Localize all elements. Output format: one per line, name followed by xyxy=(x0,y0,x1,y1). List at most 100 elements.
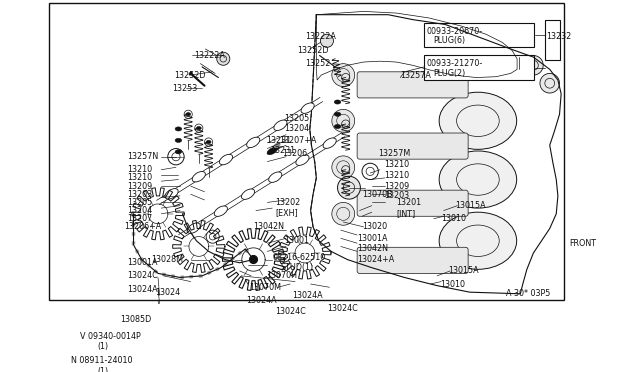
Text: 13204: 13204 xyxy=(127,206,152,215)
Text: 13206: 13206 xyxy=(282,149,307,158)
Text: 00933-21270-: 00933-21270- xyxy=(426,59,483,68)
Text: PLUG(6): PLUG(6) xyxy=(433,36,465,45)
Text: N 08911-24010: N 08911-24010 xyxy=(72,356,133,365)
Text: 13042N: 13042N xyxy=(357,244,388,253)
Circle shape xyxy=(321,34,333,47)
Text: 13024C: 13024C xyxy=(127,271,157,280)
Ellipse shape xyxy=(192,171,205,182)
Text: 13203: 13203 xyxy=(127,190,152,199)
Text: 13207: 13207 xyxy=(127,214,152,223)
Text: [EXH]: [EXH] xyxy=(275,208,298,217)
Bar xyxy=(424,23,534,47)
Text: 13015A: 13015A xyxy=(449,266,479,275)
Ellipse shape xyxy=(246,137,260,148)
Ellipse shape xyxy=(241,189,255,199)
Text: FRONT: FRONT xyxy=(570,239,596,248)
Circle shape xyxy=(332,202,355,225)
Ellipse shape xyxy=(334,100,341,104)
Text: 13252D: 13252D xyxy=(297,46,328,55)
FancyBboxPatch shape xyxy=(357,247,468,273)
Text: 13210: 13210 xyxy=(127,173,152,182)
Text: 13209: 13209 xyxy=(127,182,152,190)
Bar xyxy=(424,55,534,80)
Text: 13085D: 13085D xyxy=(120,315,152,324)
Text: 00933-20670-: 00933-20670- xyxy=(426,26,483,35)
Text: 13020: 13020 xyxy=(362,222,387,231)
Text: 13024C: 13024C xyxy=(327,304,358,313)
Circle shape xyxy=(524,55,543,75)
Text: 13205: 13205 xyxy=(127,198,152,207)
Text: 13204: 13204 xyxy=(284,125,309,134)
Ellipse shape xyxy=(267,147,277,155)
Ellipse shape xyxy=(334,125,341,129)
Text: 13202: 13202 xyxy=(275,198,301,207)
Text: 13209: 13209 xyxy=(384,182,410,190)
Ellipse shape xyxy=(274,120,287,131)
Text: 13024A: 13024A xyxy=(246,296,276,305)
Circle shape xyxy=(332,109,355,132)
Ellipse shape xyxy=(175,150,182,154)
FancyBboxPatch shape xyxy=(357,72,468,98)
Text: 08216-62510: 08216-62510 xyxy=(272,253,326,262)
Text: 13024A: 13024A xyxy=(127,285,157,294)
Text: 13257N: 13257N xyxy=(127,152,158,161)
Ellipse shape xyxy=(175,127,182,131)
Text: 13222A: 13222A xyxy=(194,51,225,60)
Ellipse shape xyxy=(165,189,178,199)
Ellipse shape xyxy=(196,126,201,130)
Text: 13231: 13231 xyxy=(266,136,291,145)
Ellipse shape xyxy=(220,154,232,165)
Text: 13028M: 13028M xyxy=(152,255,184,264)
Ellipse shape xyxy=(439,212,516,269)
Text: 13070M: 13070M xyxy=(250,283,282,292)
Ellipse shape xyxy=(323,138,336,148)
Circle shape xyxy=(332,156,355,179)
Circle shape xyxy=(337,176,360,199)
Ellipse shape xyxy=(296,155,309,166)
Text: 13010: 13010 xyxy=(441,214,466,223)
Text: STUD(1): STUD(1) xyxy=(280,263,314,272)
Text: 13257A: 13257A xyxy=(401,71,431,80)
Text: 13207+A: 13207+A xyxy=(279,136,316,145)
Text: 13201: 13201 xyxy=(396,198,421,207)
Text: 13222A: 13222A xyxy=(305,32,336,41)
Text: 13205: 13205 xyxy=(284,114,309,123)
FancyBboxPatch shape xyxy=(357,190,468,216)
Ellipse shape xyxy=(439,151,516,208)
Text: 13252D: 13252D xyxy=(174,71,206,80)
Text: 13024A: 13024A xyxy=(292,291,323,300)
Ellipse shape xyxy=(269,172,282,182)
Bar xyxy=(545,20,559,60)
Text: 13203: 13203 xyxy=(384,191,409,201)
Circle shape xyxy=(540,73,559,93)
Text: 13001A: 13001A xyxy=(127,258,157,267)
Text: 13024: 13024 xyxy=(156,288,180,296)
Ellipse shape xyxy=(439,92,516,149)
Text: 13253: 13253 xyxy=(172,84,197,93)
Text: A 30* 03P5: A 30* 03P5 xyxy=(506,289,551,298)
FancyBboxPatch shape xyxy=(357,133,468,159)
Circle shape xyxy=(250,256,257,264)
Text: V 09340-0014P: V 09340-0014P xyxy=(79,332,140,341)
Ellipse shape xyxy=(186,113,191,116)
Ellipse shape xyxy=(301,103,314,113)
Text: 13010: 13010 xyxy=(440,279,465,289)
Text: 13231: 13231 xyxy=(270,147,295,155)
Text: 13232: 13232 xyxy=(547,32,572,41)
Text: 13206+A: 13206+A xyxy=(124,222,161,231)
Ellipse shape xyxy=(214,206,227,217)
Text: 13001: 13001 xyxy=(284,236,308,245)
Text: 13015A: 13015A xyxy=(455,201,486,210)
Ellipse shape xyxy=(274,143,280,148)
Circle shape xyxy=(332,64,355,87)
Text: 13024+A: 13024+A xyxy=(357,255,394,264)
Text: 13252: 13252 xyxy=(305,59,330,68)
Text: (1): (1) xyxy=(98,342,109,351)
Text: 13070B: 13070B xyxy=(362,190,393,199)
Ellipse shape xyxy=(206,140,211,144)
Text: (1): (1) xyxy=(98,367,109,372)
Ellipse shape xyxy=(175,138,182,142)
Text: PLUG(2): PLUG(2) xyxy=(433,69,465,78)
Text: 13210: 13210 xyxy=(384,171,409,180)
Text: 13042N: 13042N xyxy=(253,222,285,231)
